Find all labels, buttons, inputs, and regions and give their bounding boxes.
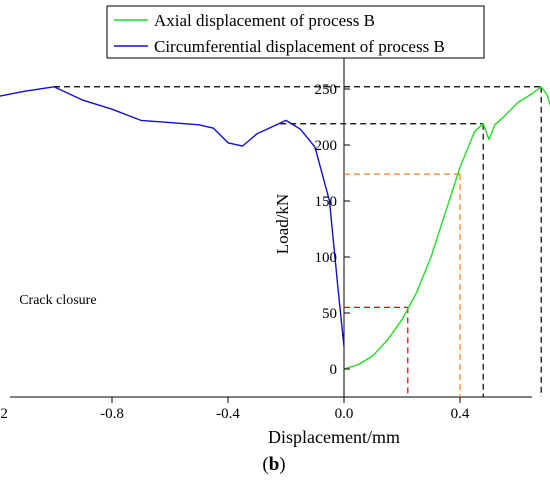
panel-label-letter: b (269, 454, 280, 475)
panel-label-open: ( (262, 454, 268, 475)
legend-label-axial: Axial displacement of process B (154, 11, 375, 30)
x-tick-label: 0.4 (451, 406, 470, 422)
reference-lines (54, 86, 542, 397)
y-tick-label: 100 (315, 250, 338, 266)
panel-label-close: ) (279, 454, 285, 475)
legend-label-circumferential: Circumferential displacement of process … (154, 37, 445, 56)
legend-box (106, 5, 485, 59)
y-tick-label: 200 (315, 138, 338, 154)
series-lines (0, 86, 550, 370)
legend: Axial displacement of process B Circumfe… (106, 5, 485, 59)
x-tick-label: -0.4 (216, 406, 240, 422)
y-tick-label: 50 (322, 306, 337, 322)
y-tick-label: 0 (330, 362, 338, 378)
annotations: Peak stressCrack damageCrack initiationC… (19, 293, 96, 308)
panel-label: (b) (262, 454, 285, 475)
x-tick-label: -0.8 (100, 406, 124, 422)
x-axis-title: Displacement/mm (268, 427, 400, 447)
x-tick-label: -1.2 (0, 406, 8, 422)
y-axis-title: Load/kN (273, 194, 292, 254)
y-tick-label: 250 (315, 82, 338, 98)
y-axis-ticks: 0 50 100 150 200 250 (315, 82, 350, 378)
y-tick-label: 150 (315, 194, 338, 210)
crack-closure-label: Crack closure (19, 293, 96, 308)
axial-displacement-line (343, 86, 550, 370)
x-axis-ticks: -2.4-2.0-1.6-1.2-0.8-0.40.00.40.81.2 (0, 397, 470, 422)
x-tick-label: 0.0 (335, 406, 354, 422)
circumferential-displacement-line (0, 86, 345, 347)
